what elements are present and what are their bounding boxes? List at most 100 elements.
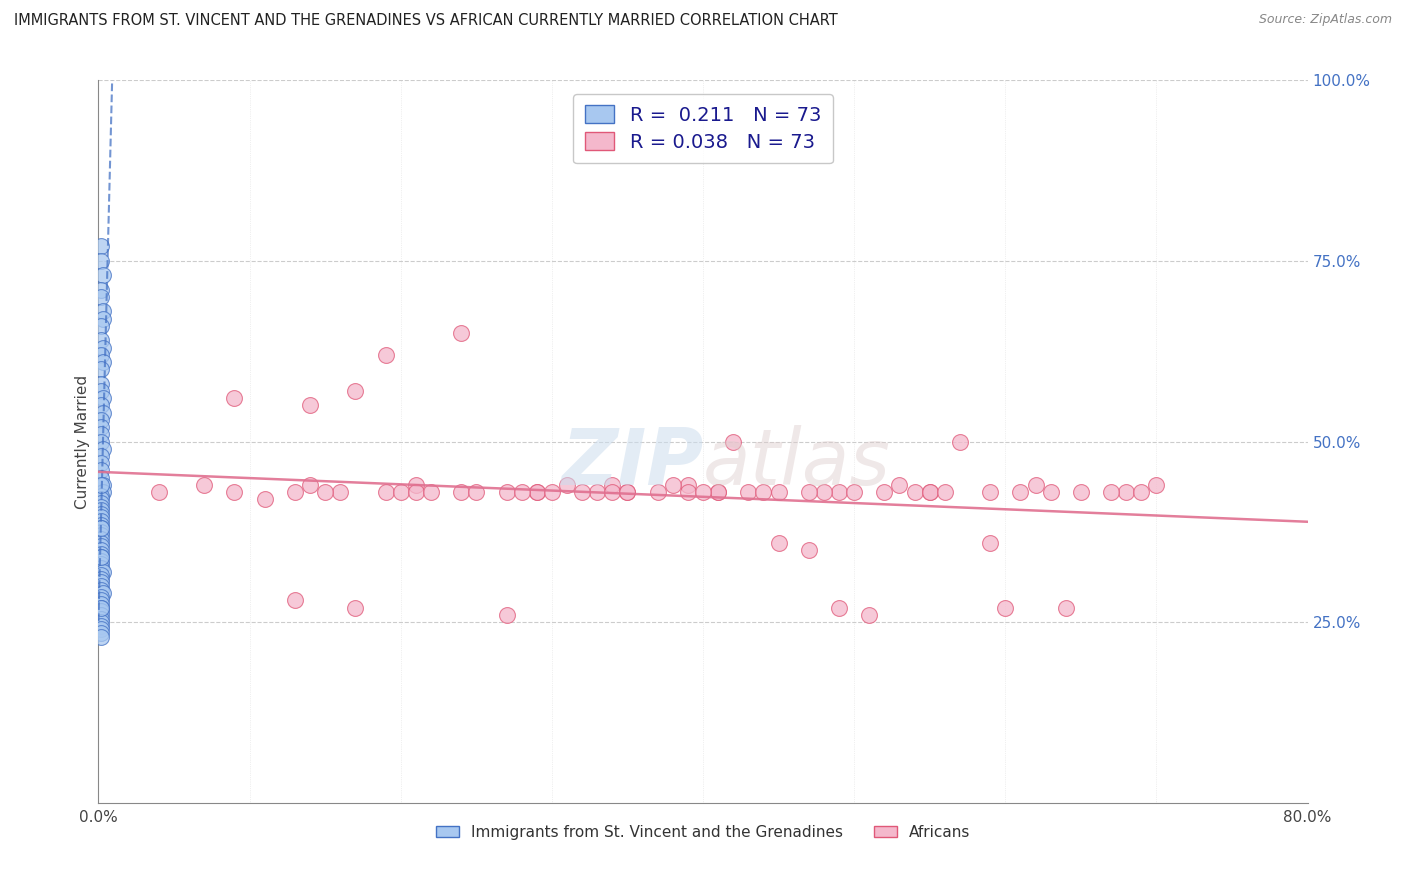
Point <box>90 561 112 575</box>
Point <box>828 485 851 500</box>
Point <box>90 434 112 449</box>
Point <box>90 600 112 615</box>
Point <box>90 550 112 565</box>
Point <box>526 485 548 500</box>
Point <box>90 532 112 546</box>
Point <box>91 478 114 492</box>
Point <box>90 449 112 463</box>
Point <box>602 478 624 492</box>
Point <box>465 485 488 500</box>
Point <box>91 341 114 355</box>
Point <box>90 528 112 542</box>
Point <box>90 290 112 304</box>
Point <box>90 626 112 640</box>
Point <box>90 607 112 622</box>
Point <box>90 611 112 625</box>
Point <box>918 485 941 500</box>
Point <box>90 550 112 565</box>
Point <box>90 253 112 268</box>
Point <box>329 485 352 500</box>
Point <box>90 489 112 503</box>
Point <box>616 485 638 500</box>
Point <box>389 485 412 500</box>
Point <box>299 398 322 412</box>
Point <box>90 539 112 553</box>
Point <box>797 542 820 557</box>
Point <box>90 597 112 611</box>
Point <box>91 485 114 500</box>
Point <box>90 492 112 507</box>
Point <box>571 485 593 500</box>
Point <box>90 572 112 586</box>
Point <box>405 478 427 492</box>
Text: Source: ZipAtlas.com: Source: ZipAtlas.com <box>1258 13 1392 27</box>
Point <box>676 485 699 500</box>
Point <box>450 326 472 340</box>
Text: IMMIGRANTS FROM ST. VINCENT AND THE GRENADINES VS AFRICAN CURRENTLY MARRIED CORR: IMMIGRANTS FROM ST. VINCENT AND THE GREN… <box>14 13 838 29</box>
Point <box>90 514 112 528</box>
Point <box>374 348 396 362</box>
Point <box>148 485 170 500</box>
Point <box>284 593 307 607</box>
Point <box>1054 600 1077 615</box>
Point <box>90 619 112 633</box>
Point <box>91 304 114 318</box>
Point <box>90 510 112 524</box>
Point <box>737 485 759 500</box>
Point <box>979 535 1001 549</box>
Point <box>90 239 112 253</box>
Point <box>602 485 624 500</box>
Point <box>90 420 112 434</box>
Point <box>90 413 112 427</box>
Point <box>90 503 112 517</box>
Point <box>91 355 114 369</box>
Point <box>1115 485 1137 500</box>
Point <box>495 607 517 622</box>
Point <box>904 485 927 500</box>
Point <box>90 521 112 535</box>
Point <box>90 348 112 362</box>
Point <box>889 478 911 492</box>
Point <box>676 478 699 492</box>
Point <box>224 485 246 500</box>
Point <box>555 478 578 492</box>
Point <box>918 485 941 500</box>
Point <box>510 485 533 500</box>
Point <box>616 485 638 500</box>
Point <box>90 456 112 470</box>
Point <box>90 582 112 597</box>
Point <box>979 485 1001 500</box>
Point <box>90 615 112 630</box>
Point <box>90 283 112 297</box>
Point <box>90 604 112 618</box>
Point <box>90 463 112 477</box>
Point <box>1039 485 1062 500</box>
Point <box>405 485 427 500</box>
Point <box>344 600 367 615</box>
Point <box>768 485 790 500</box>
Point <box>1099 485 1122 500</box>
Point <box>949 434 972 449</box>
Point <box>91 391 114 405</box>
Point <box>420 485 443 500</box>
Point <box>858 607 880 622</box>
Point <box>707 485 730 500</box>
Point <box>90 554 112 568</box>
Point <box>994 600 1017 615</box>
Point <box>934 485 956 500</box>
Point <box>90 362 112 376</box>
Point <box>586 485 609 500</box>
Point <box>90 542 112 557</box>
Text: atlas: atlas <box>703 425 891 501</box>
Point <box>90 524 112 539</box>
Point <box>90 568 112 582</box>
Point <box>495 485 517 500</box>
Point <box>1130 485 1153 500</box>
Point <box>1010 485 1032 500</box>
Point <box>1070 485 1092 500</box>
Point <box>90 623 112 637</box>
Point <box>90 535 112 549</box>
Point <box>90 500 112 514</box>
Point <box>90 593 112 607</box>
Text: ZIP: ZIP <box>561 425 703 501</box>
